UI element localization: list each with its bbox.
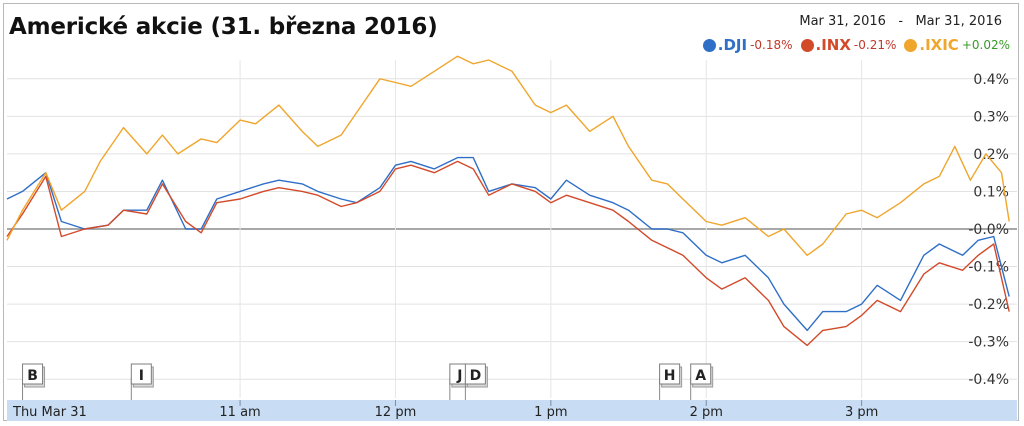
legend-dot-icon <box>800 38 814 52</box>
series-line-ixic <box>6 55 1010 256</box>
legend: .DJI -0.18% .INX -0.21% .IXIC +0.02% <box>702 36 1010 54</box>
legend-dot-icon <box>702 38 716 52</box>
event-marker-label: A <box>695 368 706 384</box>
event-marker-d[interactable]: D <box>464 363 488 400</box>
x-tick-label: 2 pm <box>690 405 723 420</box>
x-tick-label: 1 pm <box>534 405 567 420</box>
event-marker-box <box>22 363 44 385</box>
x-tick-label: 11 am <box>219 405 260 420</box>
event-marker-label: J <box>456 368 462 384</box>
date-range-separator: - <box>898 14 904 29</box>
event-marker-h[interactable]: H <box>659 363 683 400</box>
x-tick-label: 12 pm <box>375 405 417 420</box>
date-range: Mar 31, 2016 - Mar 31, 2016 <box>799 14 1002 29</box>
event-marker-box <box>130 363 152 385</box>
y-tick-label: -0.2% <box>968 297 1009 313</box>
y-tick-label: 0.3% <box>973 109 1009 125</box>
y-tick-label: -0.4% <box>968 372 1009 388</box>
legend-symbol: .IXIC <box>919 36 959 54</box>
x-tick-label: 3 pm <box>845 405 878 420</box>
legend-dot-icon <box>904 38 918 52</box>
event-marker-box <box>690 363 712 385</box>
legend-item-inx[interactable]: .INX -0.21% <box>800 36 897 54</box>
legend-symbol: .INX <box>815 36 851 54</box>
event-marker-box <box>659 363 681 385</box>
series-line-inx <box>6 160 1010 347</box>
legend-item-ixic[interactable]: .IXIC +0.02% <box>904 36 1010 54</box>
date-range-end: Mar 31, 2016 <box>915 14 1002 29</box>
legend-symbol: .DJI <box>717 36 748 54</box>
event-marker-i[interactable]: I <box>130 363 154 400</box>
chart-title: Americké akcie (31. března 2016) <box>9 14 438 40</box>
y-tick-label: 0.4% <box>973 72 1009 88</box>
event-marker-a[interactable]: A <box>690 363 714 400</box>
x-axis-band <box>7 400 1017 421</box>
event-marker-label: I <box>139 368 144 384</box>
legend-change: -0.21% <box>853 38 897 52</box>
event-marker-label: D <box>470 368 482 384</box>
y-tick-label: -0.3% <box>968 335 1009 351</box>
legend-change: +0.02% <box>961 38 1010 52</box>
y-tick-label: 0.1% <box>973 184 1009 200</box>
legend-item-dji[interactable]: .DJI -0.18% <box>702 36 793 54</box>
date-range-start: Mar 31, 2016 <box>799 14 886 29</box>
y-tick-label: -0.0% <box>968 222 1009 238</box>
event-marker-label: B <box>27 368 38 384</box>
legend-change: -0.18% <box>750 38 793 52</box>
event-marker-b[interactable]: B <box>22 363 46 400</box>
x-tick-label: Thu Mar 31 <box>12 405 87 420</box>
event-marker-label: H <box>664 368 676 384</box>
event-marker-box <box>464 363 486 385</box>
